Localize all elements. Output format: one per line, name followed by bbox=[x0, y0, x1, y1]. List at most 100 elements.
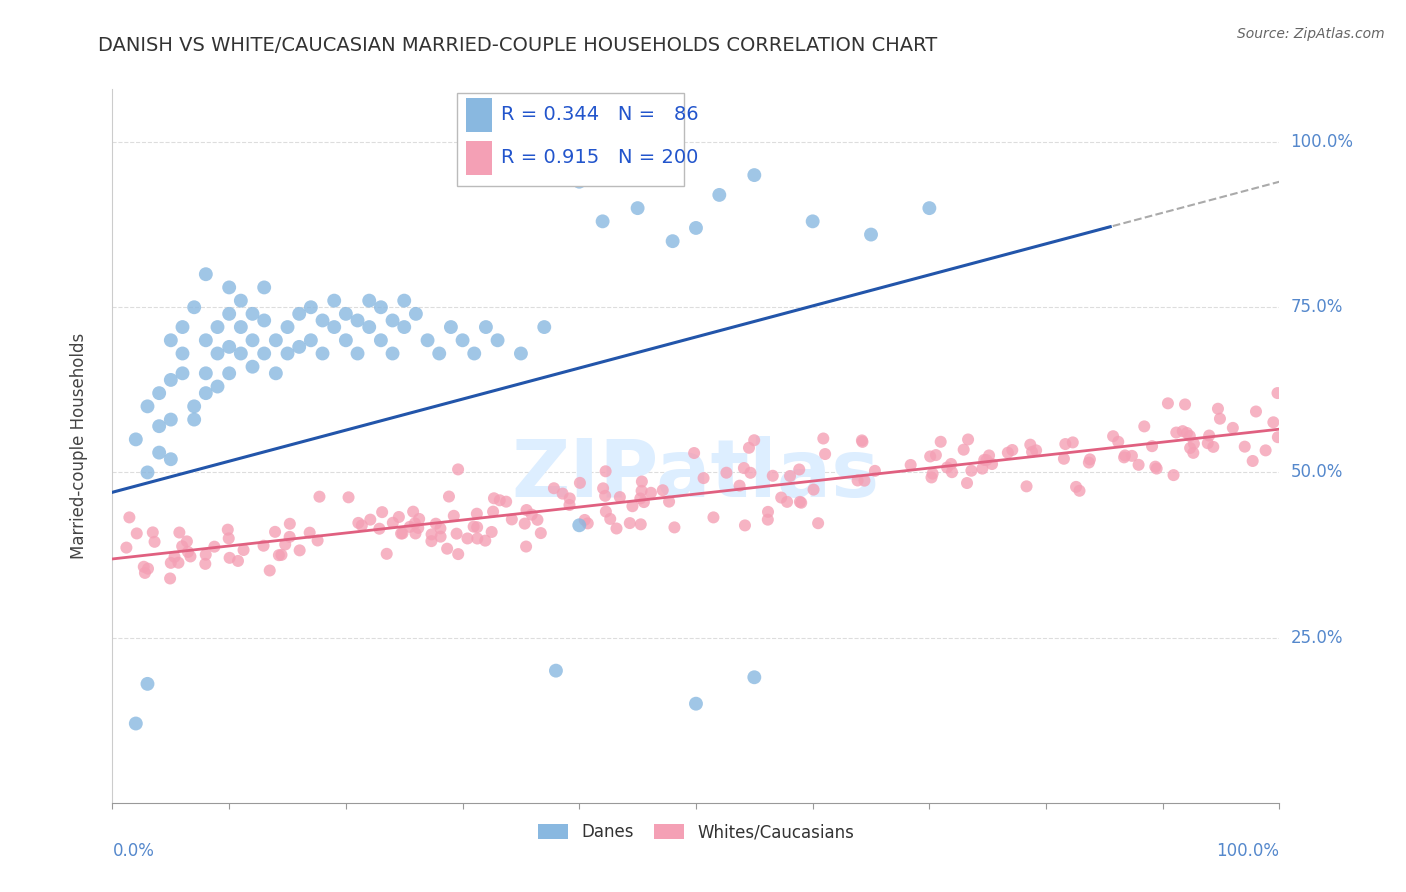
Point bbox=[437, 490, 460, 504]
Point bbox=[640, 485, 662, 500]
Point bbox=[515, 503, 537, 517]
Point bbox=[427, 346, 450, 360]
Point bbox=[742, 434, 765, 448]
Point bbox=[242, 359, 264, 374]
Point bbox=[801, 214, 824, 228]
Point bbox=[814, 447, 837, 461]
Point bbox=[218, 307, 240, 321]
Point bbox=[664, 520, 686, 534]
Point bbox=[658, 494, 681, 508]
Point bbox=[474, 533, 496, 548]
Point bbox=[371, 505, 394, 519]
Point bbox=[207, 320, 229, 334]
Point bbox=[1254, 443, 1277, 458]
Point bbox=[756, 505, 779, 519]
Point bbox=[533, 320, 555, 334]
Point bbox=[278, 530, 301, 544]
Point bbox=[728, 478, 751, 492]
Point bbox=[218, 532, 240, 546]
FancyBboxPatch shape bbox=[457, 93, 685, 186]
Point bbox=[264, 333, 287, 347]
Point bbox=[425, 516, 447, 531]
Point bbox=[308, 490, 330, 504]
Point bbox=[337, 491, 360, 505]
Point bbox=[685, 697, 707, 711]
Point bbox=[651, 483, 673, 498]
Point bbox=[1206, 401, 1229, 416]
Point bbox=[323, 320, 346, 334]
Point bbox=[278, 516, 301, 531]
Point bbox=[381, 516, 404, 530]
Point bbox=[118, 510, 141, 524]
Point bbox=[1140, 439, 1163, 453]
Point bbox=[920, 450, 942, 464]
Point bbox=[851, 434, 873, 448]
Point bbox=[1054, 437, 1077, 451]
Point bbox=[756, 513, 779, 527]
Point bbox=[790, 496, 813, 510]
Point bbox=[1166, 425, 1188, 440]
Point bbox=[288, 340, 311, 354]
Point bbox=[977, 449, 1000, 463]
Text: 0.0%: 0.0% bbox=[112, 842, 155, 860]
Point bbox=[1069, 483, 1091, 498]
Point bbox=[405, 307, 427, 321]
Point bbox=[194, 557, 217, 571]
Point bbox=[391, 526, 413, 541]
Point bbox=[921, 470, 943, 484]
Point bbox=[558, 491, 581, 506]
Legend: Danes, Whites/Caucasians: Danes, Whites/Caucasians bbox=[531, 817, 860, 848]
Point bbox=[1244, 404, 1267, 418]
Point bbox=[1015, 479, 1038, 493]
Point bbox=[807, 516, 830, 531]
Point bbox=[1202, 440, 1225, 454]
Point bbox=[770, 491, 793, 505]
Point bbox=[776, 495, 799, 509]
Point bbox=[1163, 468, 1185, 483]
Point bbox=[576, 516, 599, 531]
Point bbox=[429, 530, 451, 544]
Point bbox=[595, 505, 617, 519]
Point bbox=[346, 313, 368, 327]
Point bbox=[481, 524, 503, 539]
Point bbox=[465, 507, 488, 521]
Point bbox=[115, 541, 138, 555]
Point bbox=[592, 214, 614, 228]
Point bbox=[1128, 458, 1150, 472]
Point bbox=[394, 293, 416, 308]
Point bbox=[172, 539, 194, 553]
Point bbox=[1053, 451, 1076, 466]
Point bbox=[132, 559, 155, 574]
Point bbox=[370, 333, 392, 347]
Point bbox=[179, 549, 201, 564]
Point bbox=[359, 513, 381, 527]
Point bbox=[972, 461, 994, 475]
Point bbox=[229, 320, 252, 334]
Point bbox=[1077, 456, 1099, 470]
Point bbox=[956, 476, 979, 491]
Point bbox=[436, 541, 458, 556]
Point bbox=[406, 521, 429, 535]
Point bbox=[509, 346, 531, 360]
Point bbox=[744, 670, 766, 684]
Point bbox=[1062, 435, 1084, 450]
Point bbox=[298, 525, 321, 540]
Point bbox=[1078, 452, 1101, 467]
Point bbox=[929, 434, 952, 449]
Point bbox=[429, 521, 451, 535]
Point bbox=[733, 461, 755, 475]
Point bbox=[779, 469, 801, 483]
Point bbox=[592, 481, 614, 495]
Point bbox=[630, 483, 652, 498]
Point bbox=[159, 556, 181, 570]
Point bbox=[997, 446, 1019, 460]
Point bbox=[177, 545, 200, 559]
Point bbox=[495, 494, 517, 508]
Point bbox=[1146, 461, 1168, 475]
Point bbox=[136, 466, 159, 480]
Point bbox=[609, 490, 631, 504]
Point bbox=[1019, 438, 1042, 452]
Point bbox=[941, 465, 963, 479]
Point bbox=[661, 234, 683, 248]
Point bbox=[172, 320, 194, 334]
